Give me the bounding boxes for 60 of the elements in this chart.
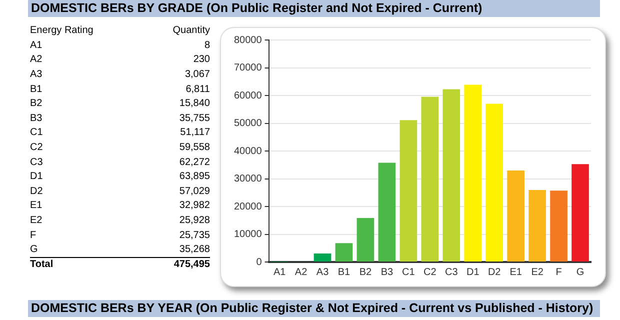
text: A1 xyxy=(30,38,44,53)
x-tick-label: B1 xyxy=(338,266,351,278)
text: 51,117 xyxy=(179,126,210,140)
text: B2 xyxy=(30,97,44,112)
x-tick-label: E1 xyxy=(510,266,522,278)
text: B3 xyxy=(30,112,44,126)
text: E1 xyxy=(30,199,44,214)
text: G xyxy=(30,242,39,257)
text: 475,495 xyxy=(143,258,210,272)
text: 6,811 xyxy=(184,82,210,97)
text: 25,735 xyxy=(178,228,210,243)
text: 3,067 xyxy=(184,68,210,82)
y-tick-label: 70000 xyxy=(234,62,262,74)
text: B1 xyxy=(30,82,44,97)
y-tick-label: 60000 xyxy=(234,90,262,102)
x-tick-label: G xyxy=(576,266,584,278)
text: Energy Rating xyxy=(30,24,94,38)
y-tick-label: 80000 xyxy=(234,34,262,46)
text: Total xyxy=(30,258,144,272)
x-tick-label: C2 xyxy=(424,266,437,278)
text: 230 xyxy=(192,53,210,68)
text: DOMESTIC BERs BY GRADE (On Public Register and Not Expired - Current) xyxy=(28,0,600,17)
text: A2 xyxy=(30,53,44,68)
text: C2 xyxy=(30,141,44,156)
text: 63,895 xyxy=(178,170,210,184)
text: E2 xyxy=(30,214,44,228)
x-tick-label: B3 xyxy=(380,266,394,278)
text: 15,840 xyxy=(178,97,210,112)
x-tick-label: F xyxy=(556,266,562,278)
text: 32,982 xyxy=(178,199,210,214)
y-tick-label: 30000 xyxy=(234,174,262,184)
text: F xyxy=(30,228,38,243)
x-tick-label: A3 xyxy=(316,266,330,278)
text: 25,928 xyxy=(178,214,210,228)
text: 59,558 xyxy=(178,141,210,156)
y-tick-label: 20000 xyxy=(234,201,262,212)
text: D1 xyxy=(30,170,44,184)
x-tick-label: C1 xyxy=(402,266,416,278)
x-tick-label: A2 xyxy=(294,266,308,278)
y-tick-label: 0 xyxy=(256,256,262,268)
x-tick-label: E2 xyxy=(531,266,544,278)
text: C1 xyxy=(30,126,44,140)
text: 62,272 xyxy=(178,156,210,170)
text: 35,755 xyxy=(178,112,210,126)
y-tick-label: 50000 xyxy=(234,118,262,129)
text: D2 xyxy=(30,184,44,199)
text: 35,268 xyxy=(178,242,210,257)
text: C3 xyxy=(30,156,44,170)
text: 57,029 xyxy=(178,184,210,199)
text: A3 xyxy=(30,68,44,82)
y-tick-label: 10000 xyxy=(234,229,262,240)
x-tick-label: D1 xyxy=(466,266,480,278)
text: Quantity xyxy=(172,24,210,38)
x-tick-label: C3 xyxy=(444,266,458,278)
x-tick-label: A1 xyxy=(273,266,286,278)
text: 8 xyxy=(203,38,210,53)
x-tick-label: D2 xyxy=(488,266,502,278)
x-tick-label: B2 xyxy=(359,266,372,278)
text: DOMESTIC BERs BY YEAR (On Public Register & Not Expired - Current vs Published - History) xyxy=(28,300,600,317)
y-tick-label: 40000 xyxy=(234,146,262,157)
